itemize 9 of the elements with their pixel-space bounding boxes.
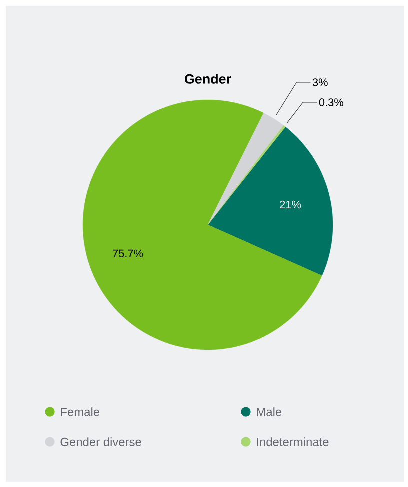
chart-title: Gender [185, 74, 232, 84]
data-label: 0.3% [319, 98, 344, 106]
legend-label: Female [61, 408, 100, 416]
data-label: 3% [312, 78, 328, 86]
data-label: 75.7% [113, 250, 144, 258]
legend-label: Male [257, 408, 282, 416]
legend-label: Gender diverse [60, 438, 142, 446]
data-label: 21% [280, 200, 302, 209]
legend-label: Indeterminate [257, 438, 329, 446]
